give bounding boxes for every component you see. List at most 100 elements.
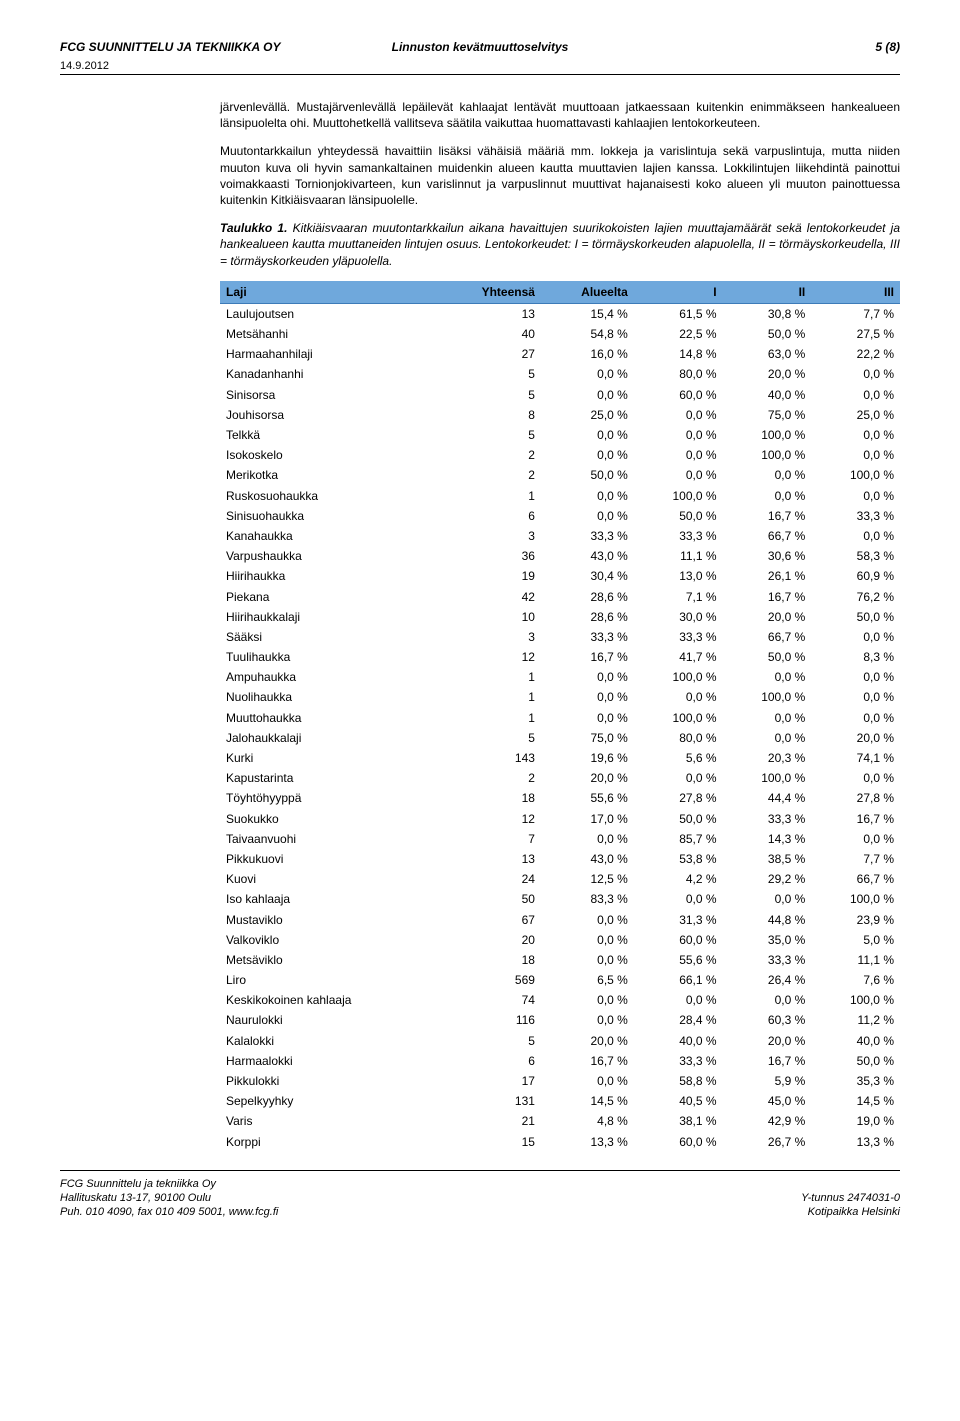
table-cell: 40,0 %	[811, 1031, 900, 1051]
col-header: Yhteensä	[438, 281, 541, 304]
table-cell: 0,0 %	[634, 687, 723, 707]
table-cell: 12	[438, 809, 541, 829]
footer-rule	[60, 1170, 900, 1171]
table-row: Sinisuohaukka60,0 %50,0 %16,7 %33,3 %	[220, 506, 900, 526]
table-cell: 2	[438, 465, 541, 485]
paragraph-1: järvenlevällä. Mustajärvenlevällä lepäil…	[220, 99, 900, 131]
species-table: LajiYhteensäAlueeltaIIIIII Laulujoutsen1…	[220, 281, 900, 1152]
table-cell: 14,5 %	[811, 1091, 900, 1111]
table-cell: 13,3 %	[541, 1132, 634, 1152]
col-header: Laji	[220, 281, 438, 304]
table-cell: 0,0 %	[723, 465, 812, 485]
table-cell: 16,0 %	[541, 344, 634, 364]
table-cell: 0,0 %	[541, 506, 634, 526]
table-row: Harmaalokki616,7 %33,3 %16,7 %50,0 %	[220, 1051, 900, 1071]
table-cell: 50,0 %	[811, 607, 900, 627]
table-cell: 0,0 %	[634, 768, 723, 788]
table-cell: 58,8 %	[634, 1071, 723, 1091]
table-cell: 4,2 %	[634, 869, 723, 889]
table-cell: Korppi	[220, 1132, 438, 1152]
table-cell: 20,3 %	[723, 748, 812, 768]
table-cell: 20,0 %	[541, 1031, 634, 1051]
table-cell: 7,7 %	[811, 849, 900, 869]
table-cell: 26,1 %	[723, 566, 812, 586]
table-cell: Mustaviklo	[220, 910, 438, 930]
table-row: Varis214,8 %38,1 %42,9 %19,0 %	[220, 1111, 900, 1131]
table-cell: 17,0 %	[541, 809, 634, 829]
table-row: Hiirihaukka1930,4 %13,0 %26,1 %60,9 %	[220, 566, 900, 586]
table-cell: Hiirihaukka	[220, 566, 438, 586]
table-cell: 45,0 %	[723, 1091, 812, 1111]
table-cell: 36	[438, 546, 541, 566]
table-cell: 0,0 %	[634, 425, 723, 445]
table-row: Jalohaukkalaji575,0 %80,0 %0,0 %20,0 %	[220, 728, 900, 748]
footer-city: Kotipaikka Helsinki	[801, 1205, 900, 1219]
body-content: järvenlevällä. Mustajärvenlevällä lepäil…	[220, 99, 900, 1152]
table-cell: 26,4 %	[723, 970, 812, 990]
table-cell: 83,3 %	[541, 889, 634, 909]
table-row: Pikkulokki170,0 %58,8 %5,9 %35,3 %	[220, 1071, 900, 1091]
table-cell: 18	[438, 788, 541, 808]
table-cell: 30,0 %	[634, 607, 723, 627]
table-cell: 14,5 %	[541, 1091, 634, 1111]
header-company: FCG SUUNNITTELU JA TEKNIIKKA OY	[60, 40, 340, 54]
table-cell: 66,7 %	[723, 526, 812, 546]
table-cell: Pikkukuovi	[220, 849, 438, 869]
table-cell: 20,0 %	[811, 728, 900, 748]
table-cell: 41,7 %	[634, 647, 723, 667]
table-cell: 50	[438, 889, 541, 909]
table-cell: 50,0 %	[634, 809, 723, 829]
table-cell: 0,0 %	[634, 889, 723, 909]
table-cell: 0,0 %	[541, 910, 634, 930]
table-cell: 15,4 %	[541, 303, 634, 324]
table-cell: Suokukko	[220, 809, 438, 829]
table-cell: 43,0 %	[541, 849, 634, 869]
table-row: Kapustarinta220,0 %0,0 %100,0 %0,0 %	[220, 768, 900, 788]
table-cell: 5,6 %	[634, 748, 723, 768]
table-cell: 23,9 %	[811, 910, 900, 930]
table-cell: 38,5 %	[723, 849, 812, 869]
table-cell: 100,0 %	[811, 990, 900, 1010]
col-header: III	[811, 281, 900, 304]
table-cell: Keskikokoinen kahlaaja	[220, 990, 438, 1010]
table-cell: 25,0 %	[541, 405, 634, 425]
table-cell: 5	[438, 728, 541, 748]
table-cell: 6,5 %	[541, 970, 634, 990]
table-row: Sääksi333,3 %33,3 %66,7 %0,0 %	[220, 627, 900, 647]
table-cell: 14,8 %	[634, 344, 723, 364]
table-cell: 19,6 %	[541, 748, 634, 768]
table-cell: 0,0 %	[541, 1010, 634, 1030]
table-cell: 85,7 %	[634, 829, 723, 849]
table-cell: 22,2 %	[811, 344, 900, 364]
table-cell: 5	[438, 1031, 541, 1051]
table-cell: 6	[438, 506, 541, 526]
table-cell: 2	[438, 768, 541, 788]
header-rule	[60, 74, 900, 75]
col-header: II	[723, 281, 812, 304]
table-cell: 100,0 %	[723, 425, 812, 445]
table-row: Taivaanvuohi70,0 %85,7 %14,3 %0,0 %	[220, 829, 900, 849]
table-cell: 44,4 %	[723, 788, 812, 808]
table-cell: 0,0 %	[811, 627, 900, 647]
table-cell: 100,0 %	[723, 687, 812, 707]
table-cell: 0,0 %	[541, 425, 634, 445]
table-cell: 75,0 %	[541, 728, 634, 748]
table-cell: 0,0 %	[723, 728, 812, 748]
table-cell: 16,7 %	[541, 647, 634, 667]
table-cell: 50,0 %	[634, 506, 723, 526]
table-cell: 0,0 %	[634, 990, 723, 1010]
table-cell: 0,0 %	[541, 930, 634, 950]
table-cell: 0,0 %	[541, 364, 634, 384]
table-cell: Kanadanhanhi	[220, 364, 438, 384]
table-cell: 20,0 %	[541, 768, 634, 788]
table-cell: 0,0 %	[541, 1071, 634, 1091]
table-cell: 61,5 %	[634, 303, 723, 324]
table-cell: 0,0 %	[723, 708, 812, 728]
table-cell: Taivaanvuohi	[220, 829, 438, 849]
table-cell: 11,2 %	[811, 1010, 900, 1030]
table-cell: 35,0 %	[723, 930, 812, 950]
table-cell: 0,0 %	[634, 445, 723, 465]
table-row: Keskikokoinen kahlaaja740,0 %0,0 %0,0 %1…	[220, 990, 900, 1010]
table-cell: 0,0 %	[723, 667, 812, 687]
table-row: Isokoskelo20,0 %0,0 %100,0 %0,0 %	[220, 445, 900, 465]
